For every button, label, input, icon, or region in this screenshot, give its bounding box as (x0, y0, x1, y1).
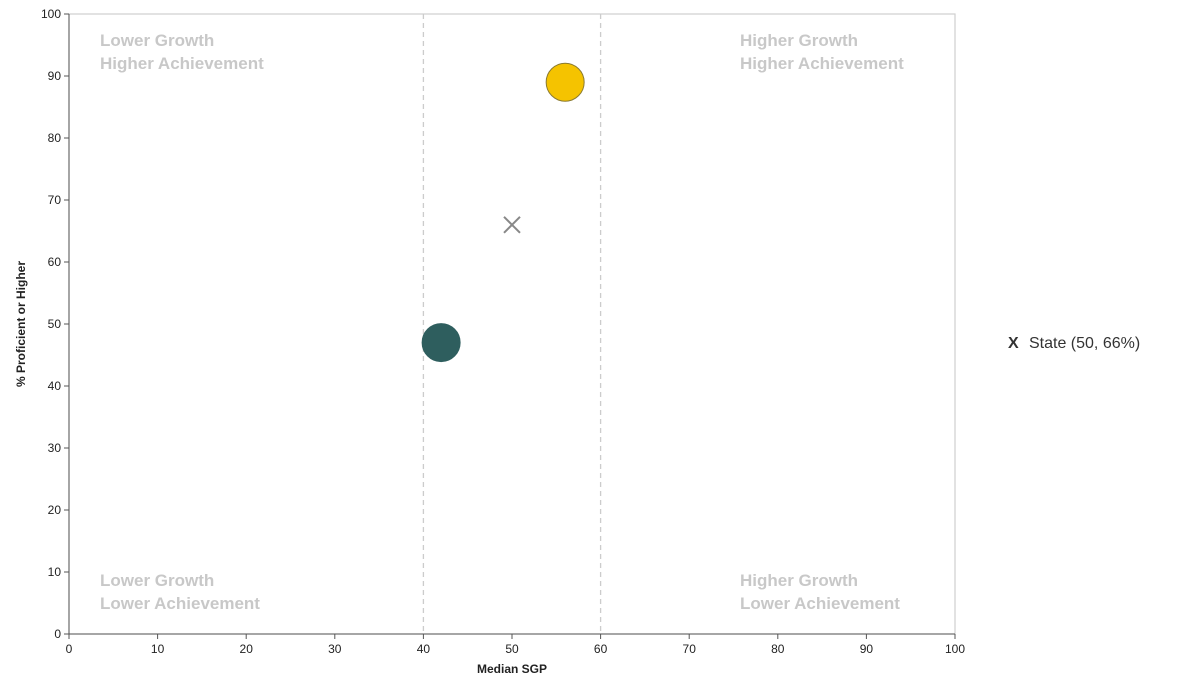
y-axis-ticks: 0 10 20 30 40 50 60 70 80 90 100 (41, 7, 69, 641)
quadrant-label: Higher Achievement (740, 54, 904, 73)
plot-border (68, 13, 956, 635)
y-tick-label: 30 (48, 441, 62, 455)
plot-area (68, 13, 956, 635)
data-point (421, 323, 461, 363)
quadrant-label: Lower Achievement (100, 594, 260, 613)
state-marker-stroke (503, 216, 521, 234)
x-tick-label: 60 (594, 642, 608, 656)
x-axis-title: Median SGP (477, 662, 547, 676)
x-tick-label: 0 (66, 642, 73, 656)
y-tick-label: 50 (48, 317, 62, 331)
y-tick-label: 20 (48, 503, 62, 517)
quadrant-label: Higher Growth (740, 31, 858, 50)
x-tick-label: 80 (771, 642, 785, 656)
x-axis-ticks: 0 10 20 30 40 50 60 70 80 90 100 (66, 634, 965, 656)
quadrant-label: Lower Growth (100, 571, 214, 590)
legend: X State (50, 66%) (1008, 335, 1140, 352)
reference-lines (422, 14, 602, 634)
x-tick-label: 90 (860, 642, 874, 656)
x-tick-label: 100 (945, 642, 965, 656)
state-marker (503, 216, 521, 234)
y-tick-label: 60 (48, 255, 62, 269)
y-axis-title: % Proficient or Higher (14, 261, 28, 387)
quadrant-label: Higher Achievement (100, 54, 264, 73)
y-tick-label: 40 (48, 379, 62, 393)
y-tick-label: 100 (41, 7, 61, 21)
quadrant-labels: Lower Growth Higher Achievement Higher Gro… (100, 31, 904, 613)
x-tick-label: 10 (151, 642, 165, 656)
x-tick-label: 30 (328, 642, 342, 656)
legend-label: State (50, 66%) (1029, 335, 1140, 352)
y-tick-label: 90 (48, 69, 62, 83)
quadrant-label: Lower Growth (100, 31, 214, 50)
quadrant-label: Lower Achievement (740, 594, 900, 613)
quadrant-label: Higher Growth (740, 571, 858, 590)
legend-symbol: X (1008, 335, 1019, 352)
x-tick-label: 20 (240, 642, 254, 656)
x-tick-label: 40 (417, 642, 431, 656)
y-tick-label: 0 (54, 627, 61, 641)
x-tick-label: 50 (505, 642, 519, 656)
y-tick-label: 70 (48, 193, 62, 207)
y-tick-label: 80 (48, 131, 62, 145)
y-tick-label: 10 (48, 565, 62, 579)
data-point (545, 62, 585, 102)
x-tick-label: 70 (683, 642, 697, 656)
data-points (421, 62, 585, 363)
